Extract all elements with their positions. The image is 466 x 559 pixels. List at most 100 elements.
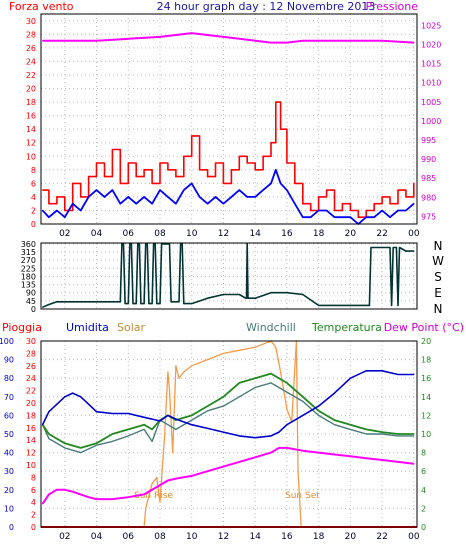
rain-ytick-6: 12 bbox=[26, 449, 36, 458]
wind-direction-point-26 bbox=[156, 303, 158, 305]
wind-gust-point-29 bbox=[270, 142, 272, 144]
windchill-point-25 bbox=[397, 435, 399, 437]
humidity-ytick-6: 60 bbox=[4, 411, 14, 420]
wind-direction-point-14 bbox=[132, 303, 134, 305]
windchill-point-12 bbox=[191, 419, 193, 421]
windchill-point-14 bbox=[222, 405, 224, 407]
wind-avg-point-34 bbox=[302, 216, 304, 218]
humidity-ytick-3: 30 bbox=[4, 467, 14, 476]
humidity-ytick-10: 100 bbox=[0, 337, 14, 346]
temperature-line bbox=[41, 372, 414, 449]
dewpoint-point-9 bbox=[127, 496, 129, 498]
wind-avg-point-36 bbox=[318, 209, 320, 212]
wind-direction-point-45 bbox=[246, 243, 248, 245]
pressure-point-11 bbox=[270, 42, 272, 44]
dir-ytick-8: 360 bbox=[21, 240, 36, 249]
wind-direction-point-35 bbox=[178, 301, 180, 303]
temp-xtick-4: 10 bbox=[186, 532, 198, 542]
wind-direction-point-33 bbox=[172, 301, 174, 303]
wind-xtick-0: 02 bbox=[59, 229, 70, 239]
wind-direction-point-24 bbox=[153, 243, 155, 245]
wind-avg-point-47 bbox=[405, 209, 407, 212]
wind-avg-point-24 bbox=[230, 196, 232, 198]
wind-avg-point-31 bbox=[280, 182, 282, 184]
wind-direction-point-13 bbox=[130, 243, 132, 245]
solar-point-19 bbox=[275, 346, 277, 348]
wind-direction-point-55 bbox=[368, 304, 370, 306]
pressure-ytick-8: 1015 bbox=[421, 60, 441, 69]
solar-point-6 bbox=[164, 433, 166, 435]
temperature-point-18 bbox=[286, 382, 288, 384]
pressure-point-15 bbox=[349, 40, 351, 42]
humidity-point-4 bbox=[72, 392, 74, 394]
temperature-point-16 bbox=[254, 377, 256, 379]
wind-gust-point-37 bbox=[326, 189, 328, 191]
solar-point-20 bbox=[280, 371, 282, 373]
humidity-point-1 bbox=[48, 411, 50, 413]
wind-avg-point-26 bbox=[246, 196, 248, 198]
wind-gust-point-45 bbox=[389, 203, 391, 205]
humidity-point-21 bbox=[278, 431, 280, 433]
rain-label: Pioggia bbox=[2, 321, 42, 334]
wind-gust-point-22 bbox=[214, 162, 217, 164]
wind-gust-point-28 bbox=[262, 155, 264, 157]
wind-direction-point-64 bbox=[398, 246, 401, 249]
wind-direction-point-29 bbox=[162, 243, 164, 245]
dewpoint-point-28 bbox=[381, 459, 383, 461]
temp-ytick-4: 8 bbox=[421, 449, 426, 458]
wind-direction-point-34 bbox=[173, 301, 175, 303]
pressure-ytick-5: 1000 bbox=[421, 117, 441, 126]
wind-avg-points bbox=[42, 169, 415, 225]
solar-point-7 bbox=[167, 371, 169, 373]
windchill-point-3 bbox=[80, 452, 82, 454]
wind-avg-point-9 bbox=[111, 189, 113, 191]
pressure-points bbox=[42, 32, 415, 44]
solar-point-8 bbox=[168, 390, 171, 392]
temperature-point-24 bbox=[381, 431, 383, 433]
dewpoint-point-3 bbox=[64, 489, 66, 491]
wind-avg-point-20 bbox=[199, 196, 201, 198]
humidity-ytick-5: 50 bbox=[4, 430, 14, 439]
wind-direction-point-59 bbox=[389, 246, 391, 249]
humidity-point-24 bbox=[318, 405, 320, 407]
wind-direction-point-18 bbox=[140, 303, 142, 305]
wind-direction-point-60 bbox=[391, 304, 393, 306]
wind-direction-point-7 bbox=[119, 301, 121, 303]
temp-xtick-3: 08 bbox=[154, 532, 166, 542]
solar-point-10 bbox=[175, 365, 177, 367]
dewpoint-point-27 bbox=[365, 457, 367, 459]
wind-ytick-8: 16 bbox=[26, 112, 36, 121]
temp-xtick-7: 16 bbox=[281, 532, 293, 542]
humidity-point-2 bbox=[56, 403, 58, 405]
wind-direction-point-56 bbox=[370, 246, 372, 249]
wind-panel-frame bbox=[40, 13, 418, 225]
temperature-points bbox=[42, 373, 415, 449]
humidity-ytick-group: 0 10 20 30 40 50 60 70 80 90 100 bbox=[0, 337, 14, 532]
windchill-point-16 bbox=[254, 386, 256, 389]
dir-ytick-2: 90 bbox=[26, 289, 36, 298]
wind-gust-point-10 bbox=[119, 182, 121, 184]
humidity-ytick-7: 70 bbox=[4, 393, 14, 402]
pressure-ytick-9: 1020 bbox=[421, 41, 441, 50]
windchill-point-24 bbox=[381, 433, 383, 435]
wind-ytick-13: 26 bbox=[26, 44, 36, 53]
wind-gust-point-39 bbox=[341, 203, 343, 205]
wind-speed-label: Forza vento bbox=[9, 0, 74, 13]
dewpoint-point-24 bbox=[318, 452, 320, 454]
windchill-point-1 bbox=[48, 438, 50, 440]
wind-direction-point-23 bbox=[151, 303, 153, 305]
humidity-point-0 bbox=[42, 424, 44, 426]
wind-xtick-11: 00 bbox=[408, 229, 420, 239]
wind-grid-group bbox=[41, 20, 417, 225]
temperature-point-21 bbox=[333, 419, 336, 421]
pressure-ytick-10: 1025 bbox=[421, 21, 441, 30]
wind-direction-point-40 bbox=[207, 297, 209, 299]
pressure-label: Pressione bbox=[366, 0, 419, 13]
wind-gust-point-40 bbox=[349, 209, 351, 212]
temp-ytick-3: 6 bbox=[421, 467, 426, 476]
wind-gust-point-4 bbox=[72, 182, 74, 184]
wind-gust-point-2 bbox=[56, 196, 58, 198]
bottom-legend: Pioggia Umidita Solar Windchill Temperat… bbox=[2, 321, 464, 334]
pressure-point-16 bbox=[381, 40, 383, 42]
dewpoint-point-8 bbox=[111, 498, 113, 500]
